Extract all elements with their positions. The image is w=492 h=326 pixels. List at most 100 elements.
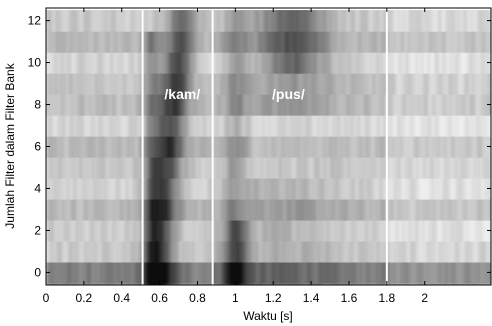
heatmap-cell: [350, 10, 354, 32]
heatmap-cell: [295, 282, 299, 285]
heatmap-cell: [225, 73, 229, 95]
heatmap-cell: [98, 136, 102, 158]
heatmap-cell: [175, 156, 179, 179]
heatmap-cell: [98, 52, 102, 74]
heatmap-cell: [373, 10, 377, 32]
heatmap-cell: [170, 52, 174, 74]
heatmap-cell: [168, 73, 172, 95]
heatmap-cell: [257, 136, 261, 158]
heatmap-cell: [123, 31, 127, 53]
heatmap-cell: [189, 240, 193, 263]
heatmap-cell: [391, 94, 395, 116]
heatmap-cell: [164, 177, 168, 200]
heatmap-cell: [286, 198, 290, 221]
heatmap-cell: [264, 156, 268, 179]
heatmap-cell: [125, 52, 129, 74]
heatmap-cell: [205, 282, 208, 285]
heatmap-cell: [277, 115, 281, 137]
heatmap-cell: [134, 31, 138, 53]
heatmap-cell: [459, 136, 463, 158]
heatmap-cell: [295, 240, 299, 263]
heatmap-cell: [470, 73, 474, 95]
heatmap-cell: [232, 115, 236, 137]
heatmap-cell: [234, 198, 238, 221]
heatmap-cell: [93, 115, 97, 137]
heatmap-cell: [309, 52, 313, 74]
heatmap-cell: [150, 240, 154, 263]
heatmap-cell: [466, 261, 470, 284]
heatmap-cell: [343, 115, 347, 137]
heatmap-cell: [189, 156, 193, 179]
heatmap-cell: [148, 31, 152, 53]
heatmap-cell: [434, 219, 438, 242]
heatmap-cell: [230, 219, 233, 242]
heatmap-cell: [470, 177, 474, 200]
heatmap-cell: [180, 73, 183, 95]
heatmap-cell: [73, 115, 77, 137]
heatmap-cell: [445, 240, 449, 263]
heatmap-cell: [68, 10, 72, 32]
heatmap-cell: [345, 261, 349, 284]
heatmap-cell: [339, 198, 342, 221]
heatmap-cell: [425, 115, 429, 137]
heatmap-cell: [293, 219, 297, 242]
heatmap-cell: [282, 198, 286, 221]
heatmap-cell: [325, 219, 329, 242]
heatmap-cell: [84, 31, 88, 53]
heatmap-cell: [95, 136, 99, 158]
heatmap-cell: [264, 73, 268, 95]
heatmap-cell: [477, 52, 481, 74]
heatmap-cell: [407, 73, 411, 95]
heatmap-cell: [59, 198, 63, 221]
heatmap-cell: [180, 282, 183, 285]
heatmap-cell: [186, 73, 190, 95]
heatmap-cell: [195, 10, 199, 32]
heatmap-cell: [166, 94, 170, 116]
heatmap-cell: [109, 282, 113, 285]
heatmap-cell: [161, 177, 165, 200]
heatmap-cell: [323, 10, 327, 32]
heatmap-cell: [111, 198, 115, 221]
heatmap-cell: [95, 261, 99, 284]
heatmap-cell: [459, 219, 463, 242]
heatmap-cell: [391, 52, 395, 74]
heatmap-cell: [364, 240, 367, 263]
heatmap-cell: [255, 115, 258, 137]
heatmap-cell: [464, 261, 467, 284]
heatmap-texture: [46, 10, 491, 285]
heatmap-cell: [370, 136, 374, 158]
heatmap-cell: [291, 261, 295, 284]
heatmap-cell: [452, 10, 456, 32]
heatmap-cell: [75, 240, 79, 263]
heatmap-cell: [170, 282, 174, 285]
heatmap-cell: [464, 198, 467, 221]
x-tick-label: 0.4: [113, 291, 130, 305]
heatmap-cell: [330, 261, 333, 284]
heatmap-cell: [55, 115, 58, 137]
heatmap-cell: [452, 115, 456, 137]
heatmap-cell: [298, 73, 302, 95]
x-tick-label: 1.4: [303, 291, 320, 305]
heatmap-cell: [116, 136, 120, 158]
heatmap-cell: [445, 198, 449, 221]
heatmap-cell: [355, 219, 358, 242]
heatmap-cell: [468, 198, 472, 221]
heatmap-cell: [336, 73, 340, 95]
heatmap-cell: [473, 136, 477, 158]
heatmap-cell: [395, 73, 399, 95]
heatmap-cell: [486, 156, 490, 179]
heatmap-cell: [330, 136, 333, 158]
heatmap-cell: [450, 240, 454, 263]
heatmap-cell: [361, 261, 365, 284]
heatmap-cell: [84, 115, 88, 137]
heatmap-cell: [282, 240, 286, 263]
heatmap-cell: [227, 219, 231, 242]
heatmap-cell: [473, 282, 477, 285]
heatmap-cell: [464, 31, 467, 53]
heatmap-cell: [341, 177, 345, 200]
heatmap-cell: [341, 73, 345, 95]
heatmap-cell: [443, 10, 447, 32]
heatmap-cell: [193, 219, 197, 242]
heatmap-cell: [311, 282, 315, 285]
heatmap-cell: [148, 261, 152, 284]
